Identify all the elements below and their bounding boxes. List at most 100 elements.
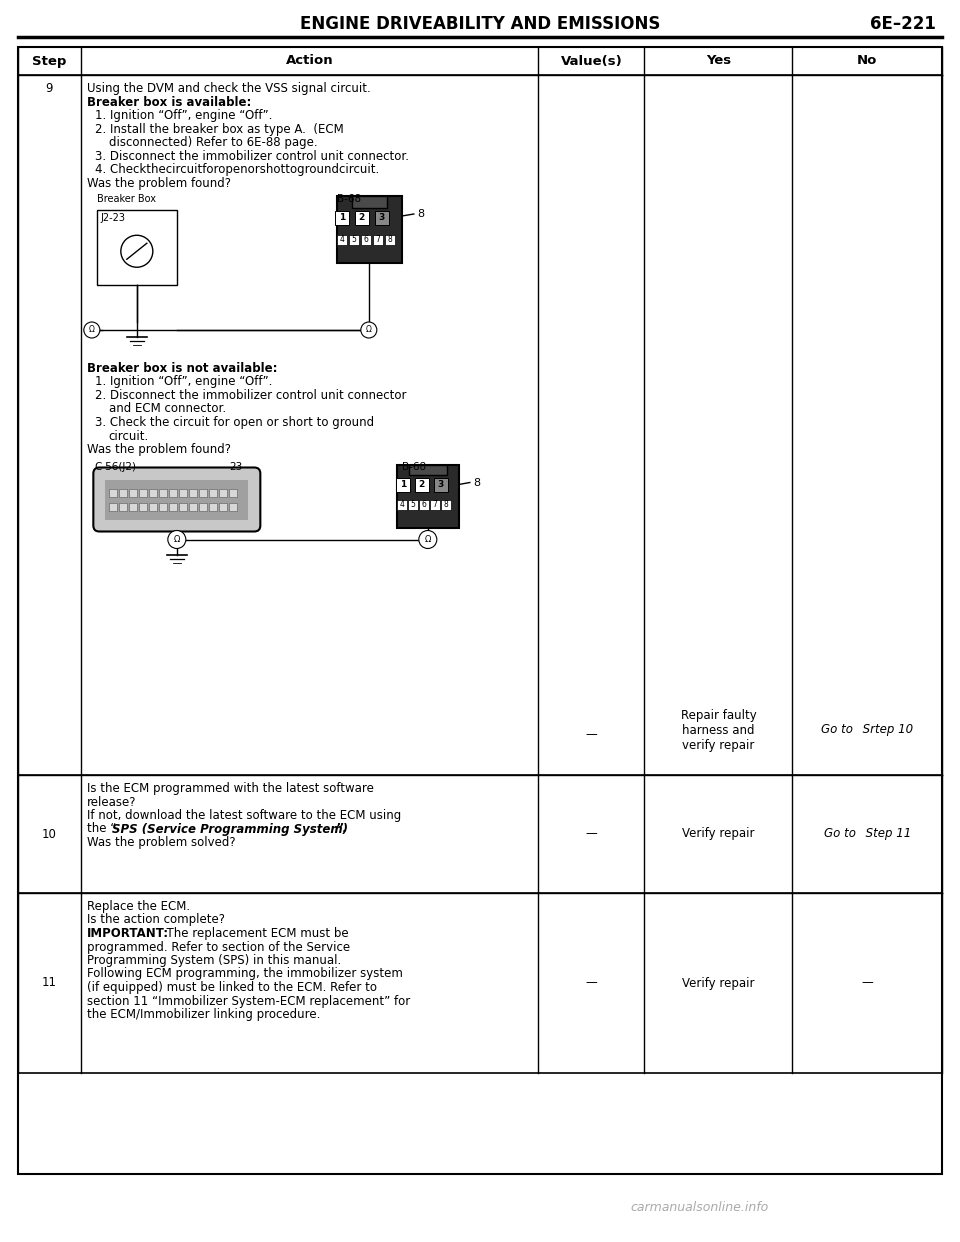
Text: Action: Action <box>286 55 333 67</box>
Text: Go to  Srtep 10: Go to Srtep 10 <box>821 724 913 737</box>
Text: Ω: Ω <box>424 535 431 544</box>
Text: ”.: ”. <box>335 822 347 836</box>
Text: 3: 3 <box>438 479 444 489</box>
Text: 10: 10 <box>42 827 57 841</box>
Bar <box>119 488 128 497</box>
Bar <box>219 503 228 510</box>
Bar <box>159 488 167 497</box>
Bar <box>441 499 451 509</box>
Bar <box>180 503 187 510</box>
Text: Breaker Box: Breaker Box <box>97 194 156 204</box>
Text: No: No <box>857 55 877 67</box>
Bar <box>200 503 207 510</box>
Text: Was the problem solved?: Was the problem solved? <box>86 836 235 850</box>
Bar <box>434 477 447 492</box>
Text: 2. Install the breaker box as type A.  (ECM: 2. Install the breaker box as type A. (E… <box>95 123 344 135</box>
Bar <box>200 488 207 497</box>
Text: and ECM connector.: and ECM connector. <box>108 402 226 416</box>
Text: 8: 8 <box>417 209 424 219</box>
Text: The replacement ECM must be: The replacement ECM must be <box>158 927 348 940</box>
Text: ENGINE DRIVEABILITY AND EMISSIONS: ENGINE DRIVEABILITY AND EMISSIONS <box>300 15 660 34</box>
Bar <box>169 488 178 497</box>
Bar <box>139 488 147 497</box>
Bar <box>119 503 128 510</box>
Text: 1: 1 <box>339 214 345 222</box>
Bar <box>159 503 167 510</box>
Text: 1: 1 <box>399 479 406 489</box>
Bar <box>337 196 402 263</box>
Text: 7: 7 <box>375 236 380 245</box>
Bar <box>150 488 157 497</box>
Text: disconnected) Refer to 6E-88 page.: disconnected) Refer to 6E-88 page. <box>108 137 318 149</box>
Text: Programming System (SPS) in this manual.: Programming System (SPS) in this manual. <box>86 954 341 968</box>
Text: 2: 2 <box>419 479 425 489</box>
Bar <box>209 503 217 510</box>
Bar <box>361 235 371 245</box>
Text: 2: 2 <box>359 214 365 222</box>
Text: the ECM/Immobilizer linking procedure.: the ECM/Immobilizer linking procedure. <box>86 1009 321 1021</box>
Text: 1. Ignition “Off”, engine “Off”.: 1. Ignition “Off”, engine “Off”. <box>95 375 273 389</box>
Text: 8: 8 <box>473 477 480 488</box>
Text: 8: 8 <box>444 501 448 509</box>
Text: 11: 11 <box>42 976 57 990</box>
Text: Ω: Ω <box>89 325 95 334</box>
Circle shape <box>419 530 437 549</box>
Circle shape <box>84 322 100 338</box>
Text: C-56(J2): C-56(J2) <box>94 462 136 472</box>
Bar <box>337 235 347 245</box>
Circle shape <box>168 530 186 549</box>
Bar <box>109 488 117 497</box>
Bar <box>150 503 157 510</box>
Text: 1. Ignition “Off”, engine “Off”.: 1. Ignition “Off”, engine “Off”. <box>95 109 273 122</box>
Bar <box>109 503 117 510</box>
Text: Is the ECM programmed with the latest software: Is the ECM programmed with the latest so… <box>86 782 373 795</box>
Bar <box>396 499 407 509</box>
Text: Ω: Ω <box>366 325 372 334</box>
Text: 4. Checkthecircuitforopenorshottogroundcircuit.: 4. Checkthecircuitforopenorshottogroundc… <box>95 163 379 176</box>
Bar <box>130 488 137 497</box>
Text: 5: 5 <box>351 236 356 245</box>
Text: 4: 4 <box>340 236 345 245</box>
Text: 23: 23 <box>229 462 243 472</box>
Bar <box>106 479 249 519</box>
Text: Was the problem found?: Was the problem found? <box>86 176 230 190</box>
Text: 2. Disconnect the immobilizer control unit connector: 2. Disconnect the immobilizer control un… <box>95 389 406 402</box>
Text: programmed. Refer to section of the Service: programmed. Refer to section of the Serv… <box>86 940 350 954</box>
Text: 6E–221: 6E–221 <box>870 15 936 34</box>
Text: release?: release? <box>86 795 136 809</box>
Bar <box>409 465 446 474</box>
Text: Yes: Yes <box>706 55 731 67</box>
Text: Ω: Ω <box>174 535 180 544</box>
Text: circuit.: circuit. <box>108 430 149 442</box>
Text: the “: the “ <box>86 822 116 836</box>
Text: B-68: B-68 <box>402 462 426 472</box>
FancyBboxPatch shape <box>93 467 260 532</box>
Bar <box>229 503 237 510</box>
Text: 3: 3 <box>378 214 385 222</box>
Text: Following ECM programming, the immobilizer system: Following ECM programming, the immobiliz… <box>86 968 402 980</box>
Bar <box>408 499 418 509</box>
Bar <box>130 503 137 510</box>
Bar <box>396 465 459 528</box>
Text: 3. Disconnect the immobilizer control unit connector.: 3. Disconnect the immobilizer control un… <box>95 149 409 163</box>
Text: (if equipped) must be linked to the ECM. Refer to: (if equipped) must be linked to the ECM.… <box>86 981 377 994</box>
Text: Value(s): Value(s) <box>561 55 622 67</box>
Text: 6: 6 <box>421 501 426 509</box>
Text: —: — <box>586 729 597 741</box>
Text: —: — <box>586 827 597 841</box>
Text: 6: 6 <box>364 236 369 245</box>
Bar <box>18 47 942 75</box>
Bar <box>335 211 348 225</box>
Text: Verify repair: Verify repair <box>683 827 755 841</box>
Bar <box>351 196 387 207</box>
Bar <box>430 499 440 509</box>
Bar <box>229 488 237 497</box>
Text: Step: Step <box>33 55 66 67</box>
Bar <box>180 488 187 497</box>
Text: Was the problem found?: Was the problem found? <box>86 443 230 456</box>
Text: Repair faulty
harness and
verify repair: Repair faulty harness and verify repair <box>681 708 756 751</box>
Text: carmanualsonline.info: carmanualsonline.info <box>631 1201 769 1213</box>
Text: B-68: B-68 <box>337 194 361 204</box>
Bar <box>139 503 147 510</box>
Bar <box>415 477 429 492</box>
